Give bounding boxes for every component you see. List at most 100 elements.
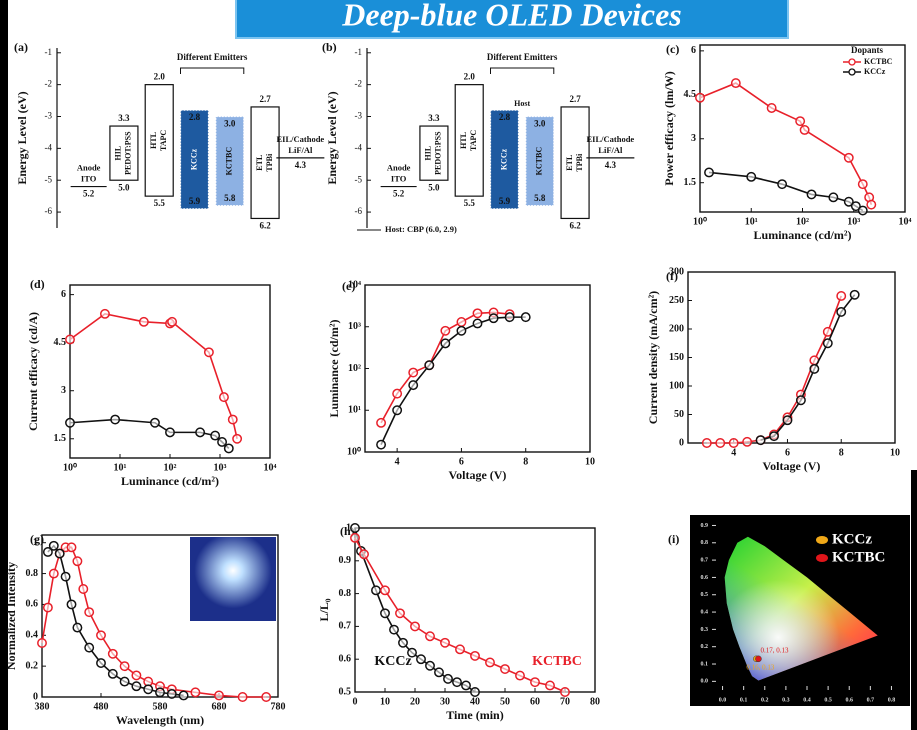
x-tick-label: 30	[440, 696, 450, 707]
y-tick-label: 0.4	[701, 609, 709, 615]
y-tick-label: 0.9	[701, 523, 709, 529]
lumo-label: 3.3	[428, 113, 440, 123]
data-point	[408, 367, 419, 378]
data-point	[37, 638, 47, 648]
level-label: 4.3	[295, 160, 307, 170]
data-point	[850, 201, 861, 212]
data-point	[452, 677, 462, 688]
data-point	[440, 637, 450, 648]
layer-label: KCCz	[189, 148, 198, 170]
data-point	[485, 657, 495, 668]
data-point	[166, 688, 177, 699]
y-axis-label: Normalized Intensity	[4, 562, 18, 670]
x-tick-label: 0.2	[761, 697, 769, 703]
data-point	[143, 684, 154, 695]
data-point	[167, 316, 178, 327]
x-axis-label: Luminance (cd/m²)	[121, 474, 219, 488]
energy-level-box	[179, 109, 210, 210]
bracket	[490, 67, 555, 74]
layer-label: ITO	[391, 174, 407, 184]
legend-marker	[848, 58, 856, 66]
data-point	[715, 438, 726, 448]
y-tick-label: 10¹	[348, 405, 361, 416]
y-tick-label: 0.4	[26, 630, 39, 641]
data-point	[96, 658, 106, 669]
data-point	[72, 556, 83, 567]
data-point	[48, 568, 59, 579]
layer-label: ITO	[81, 174, 97, 184]
y-tick-label: 0.9	[339, 555, 352, 566]
y-tick-label: -4	[45, 142, 53, 152]
layer-label: HIL	[114, 146, 123, 161]
y-tick-label: 6	[691, 45, 696, 56]
data-point	[107, 648, 118, 659]
data-point	[701, 438, 712, 448]
layer-label: Anode	[387, 163, 411, 173]
data-point	[72, 622, 83, 633]
data-point	[107, 668, 118, 679]
homo-label: 5.5	[464, 198, 476, 208]
x-tick-label: 50	[500, 696, 510, 707]
data-point	[214, 690, 224, 701]
x-axis-label: Luminance (cd/m²)	[754, 228, 852, 242]
layer-label: KCCz	[499, 148, 508, 170]
layer-label: KCTBC	[225, 147, 234, 176]
y-tick-label: -2	[45, 79, 53, 89]
data-point	[237, 692, 248, 702]
data-point	[392, 388, 403, 399]
data-point	[843, 152, 854, 163]
data-point	[782, 415, 793, 426]
inset-photo	[190, 537, 276, 621]
data-point	[766, 103, 777, 113]
border	[911, 470, 917, 730]
data-point	[60, 571, 71, 582]
x-tick-label: 10¹	[114, 462, 127, 473]
y-tick-label: 3	[691, 133, 696, 144]
data-point	[195, 427, 206, 438]
layer-label: TAPC	[159, 130, 168, 151]
panel-label: (i)	[668, 532, 679, 546]
series-line	[380, 316, 526, 445]
series-line	[706, 295, 842, 444]
homo-label: 5.8	[534, 193, 546, 203]
y-tick-label: -1	[45, 47, 53, 57]
x-tick-label: 70	[560, 696, 570, 707]
y-tick-label: 0.5	[339, 686, 352, 697]
x-tick-label: 10	[380, 696, 390, 707]
data-point	[472, 308, 483, 319]
data-point	[769, 431, 779, 442]
layer-label: PEDOT:PSS	[434, 131, 443, 175]
y-tick-label: 6	[61, 289, 66, 300]
legend-label: KCCz	[832, 531, 872, 547]
legend-label: KCTBC	[832, 549, 885, 565]
layer-label: HTL	[459, 132, 468, 149]
data-point	[380, 585, 390, 596]
x-tick-label: 10	[585, 456, 595, 467]
data-point	[232, 433, 243, 444]
y-tick-label: 1.5	[684, 177, 697, 188]
data-point	[96, 630, 106, 641]
x-tick-label: 10³	[214, 462, 227, 473]
panel-label: (g)	[30, 532, 44, 546]
x-tick-label: 80	[590, 696, 600, 707]
data-point	[843, 196, 854, 207]
data-point	[704, 167, 714, 178]
data-point	[131, 670, 142, 681]
x-tick-label: 0.0	[719, 697, 727, 703]
data-point	[515, 670, 525, 681]
y-tick-label: 10²	[348, 363, 361, 374]
data-point	[398, 637, 408, 648]
x-tick-label: 0.3	[782, 697, 790, 703]
data-point	[866, 199, 877, 210]
y-tick-label: 0.8	[26, 568, 39, 579]
data-point	[520, 312, 531, 323]
x-tick-label: 4	[731, 447, 736, 458]
data-point	[178, 690, 189, 701]
x-tick-label: 0	[353, 696, 358, 707]
data-point	[849, 289, 860, 300]
y-axis-label: Luminance (cd/m²)	[327, 320, 341, 418]
data-point	[806, 189, 817, 200]
x-axis-label: Time (min)	[446, 708, 503, 722]
data-point	[416, 654, 426, 665]
y-tick-label: 200	[669, 323, 684, 334]
